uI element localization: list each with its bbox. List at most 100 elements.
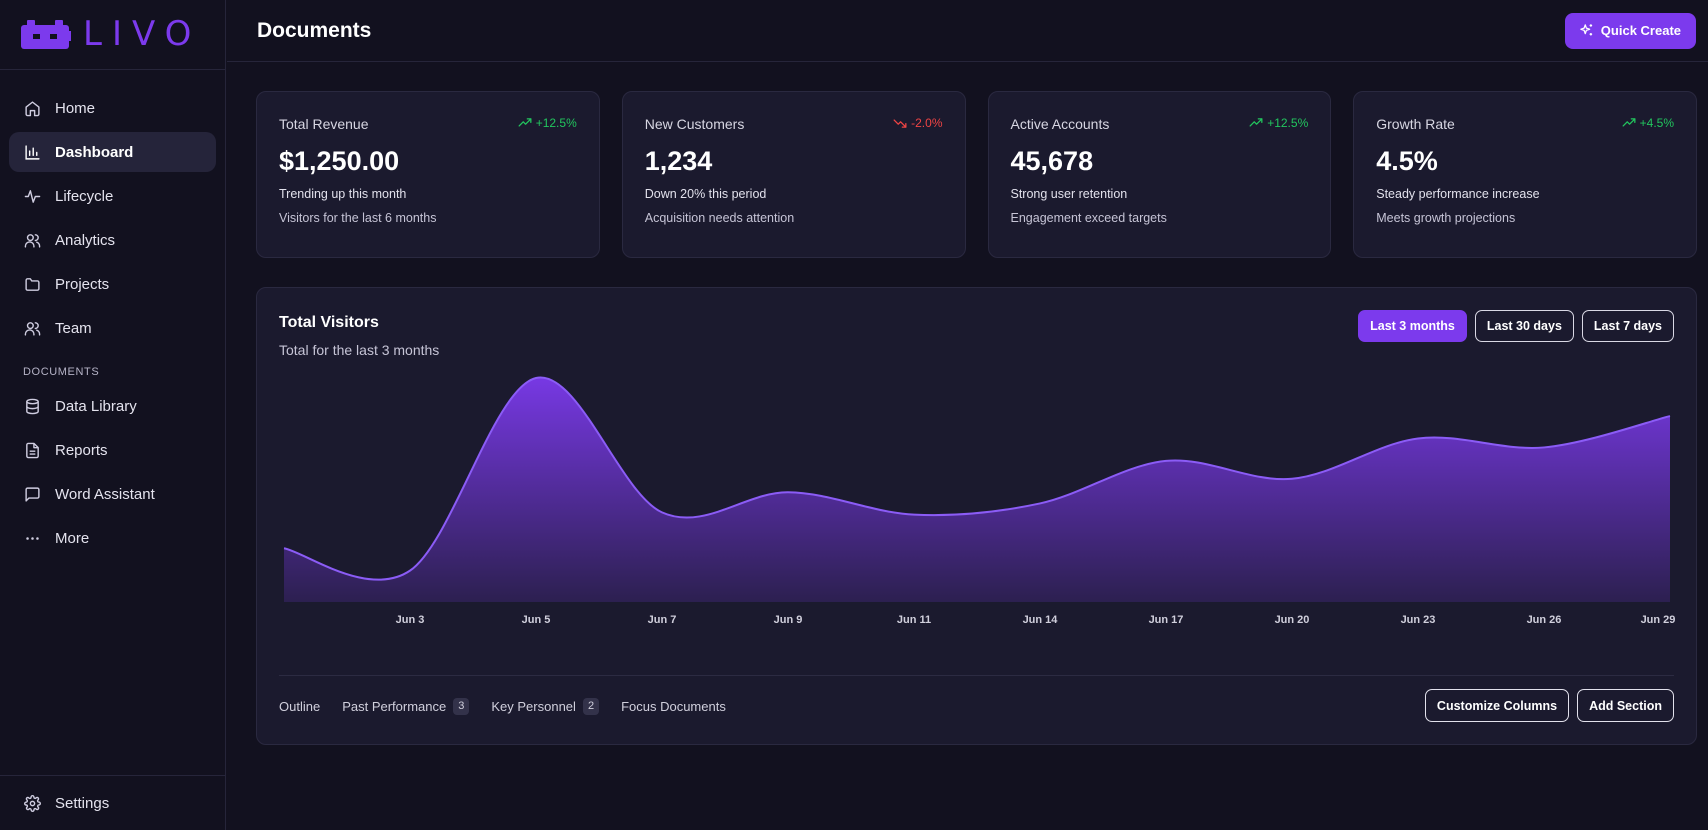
trend-badge: -2.0% — [893, 116, 943, 130]
tab-outline[interactable]: Outline — [279, 699, 320, 714]
chart-area-fill — [284, 377, 1670, 602]
x-tick-label: Jun 26 — [1527, 614, 1562, 626]
sidebar: LIVO Home Dashboard Lifecycle Analytics — [0, 0, 226, 830]
card-title: Active Accounts — [1010, 116, 1110, 132]
kpi-cards: Total Revenue +12.5% $1,250.00 Trending … — [256, 91, 1697, 258]
quick-create-button[interactable]: Quick Create — [1564, 12, 1696, 49]
chart-data-point[interactable] — [281, 545, 287, 551]
x-tick-label: Jun 11 — [897, 614, 931, 626]
quick-create-label: Quick Create — [1600, 23, 1681, 38]
x-tick-label: Jun 17 — [1149, 614, 1184, 626]
sidebar-item-projects[interactable]: Projects — [9, 264, 216, 304]
card-title: Total Revenue — [279, 116, 369, 132]
card-value: 1,234 — [644, 146, 713, 176]
chart-data-point[interactable] — [785, 489, 791, 495]
card-title: New Customers — [644, 116, 745, 132]
trending-up-icon — [1249, 118, 1263, 127]
users-icon — [23, 231, 41, 249]
trend-value: +12.5% — [1267, 116, 1309, 130]
sidebar-item-word-assistant[interactable]: Word Assistant — [9, 474, 216, 514]
sidebar-item-lifecycle[interactable]: Lifecycle — [9, 176, 216, 216]
activity-icon — [23, 187, 41, 205]
sidebar-item-label: Analytics — [55, 231, 116, 249]
tab-label: Past Performance — [342, 699, 447, 714]
sidebar-item-dashboard[interactable]: Dashboard — [9, 132, 216, 172]
message-icon — [23, 485, 41, 503]
card-subtitle: Trending up this month — [279, 187, 407, 201]
users-icon — [23, 319, 41, 337]
trend-badge: +12.5% — [1249, 116, 1308, 130]
chart-data-point[interactable] — [1289, 476, 1295, 482]
chart-data-point[interactable] — [1163, 458, 1169, 464]
tab-label: Key Personnel — [491, 699, 576, 714]
sidebar-item-label: Lifecycle — [55, 187, 114, 205]
sidebar-item-label: Data Library — [55, 397, 137, 415]
logo[interactable] — [0, 0, 225, 70]
chart-data-point[interactable] — [1037, 500, 1043, 506]
card-description: Meets growth projections — [1376, 211, 1516, 225]
count-badge: 3 — [453, 698, 470, 715]
card-value: 45,678 — [1010, 146, 1094, 176]
trending-up-icon — [1622, 118, 1636, 127]
chart-data-point[interactable] — [533, 375, 539, 381]
add-section-button[interactable]: Add Section — [1577, 689, 1674, 722]
count-badge: 2 — [582, 698, 600, 715]
card-title: Growth Rate — [1376, 116, 1455, 132]
range-toggle: Last 3 months Last 30 days Last 7 days — [1358, 310, 1674, 342]
card-subtitle: Down 20% this period — [644, 187, 767, 201]
sidebar-item-analytics[interactable]: Analytics — [9, 220, 216, 260]
card-description: Engagement exceed targets — [1010, 211, 1167, 225]
more-icon — [23, 529, 41, 547]
chart-data-point[interactable] — [911, 512, 917, 518]
sidebar-item-label: Word Assistant — [55, 485, 155, 503]
tab-label: Outline — [279, 699, 321, 714]
chart-data-point[interactable] — [1667, 413, 1673, 419]
tab-past-performance[interactable]: Past Performance 3 — [342, 698, 470, 715]
x-tick-label: Jun 9 — [774, 614, 803, 626]
tab-label: Focus Documents — [621, 699, 726, 714]
file-icon — [23, 441, 41, 459]
tab-focus-documents[interactable]: Focus Documents — [621, 699, 726, 714]
sidebar-item-settings[interactable]: Settings — [9, 783, 216, 823]
chart-series-line — [283, 376, 1671, 581]
gear-icon — [23, 794, 41, 812]
logo-text: LIVO — [83, 14, 202, 54]
panel-actions: Customize Columns Add Section — [1424, 689, 1674, 722]
x-tick-label: Jun 5 — [522, 614, 551, 626]
x-tick-label: Jun 20 — [1275, 614, 1310, 626]
chart-data-point[interactable] — [407, 568, 413, 574]
tab-key-personnel[interactable]: Key Personnel 2 — [491, 698, 600, 715]
chart-data-point[interactable] — [659, 509, 665, 515]
x-tick-label: Jun 29 — [1641, 614, 1676, 626]
sidebar-item-team[interactable]: Team — [9, 308, 216, 348]
trend-badge: +12.5% — [518, 116, 577, 130]
trending-down-icon — [893, 119, 907, 128]
sidebar-item-label: Projects — [55, 275, 110, 293]
chart-data-point[interactable] — [1541, 444, 1547, 450]
chart-subtitle: Total for the last 3 months — [279, 342, 440, 358]
range-last-7-days-button[interactable]: Last 7 days — [1581, 310, 1674, 342]
sidebar-item-label: More — [55, 529, 90, 547]
trending-up-icon — [518, 118, 532, 127]
sidebar-item-home[interactable]: Home — [9, 88, 216, 128]
range-last-30-days-button[interactable]: Last 30 days — [1474, 310, 1574, 342]
sparkles-icon — [1579, 23, 1594, 38]
home-icon — [23, 99, 41, 117]
card-description: Visitors for the last 6 months — [279, 211, 437, 225]
chart-data-point[interactable] — [1415, 435, 1421, 441]
visitors-area-chart[interactable]: Jun 3 Jun 5 Jun 7 Jun 9 Jun 11 Jun 14 Jun 17 Ju… — [257, 358, 1698, 658]
sidebar-item-label: Dashboard — [55, 143, 134, 161]
customize-columns-button[interactable]: Customize Columns — [1424, 689, 1570, 722]
sidebar-section-heading: DOCUMENTS — [23, 366, 100, 378]
kpi-card-active-accounts: Active Accounts +12.5% 45,678 Strong use… — [987, 91, 1332, 258]
trend-badge: +4.5% — [1622, 116, 1674, 130]
x-tick-label: Jun 7 — [648, 614, 677, 626]
top-bar: Documents Quick Create — [227, 0, 1708, 62]
range-last-3-months-button[interactable]: Last 3 months — [1358, 310, 1467, 342]
sidebar-item-reports[interactable]: Reports — [9, 430, 216, 470]
trend-value: +4.5% — [1639, 116, 1674, 130]
trend-value: +12.5% — [535, 116, 577, 130]
sidebar-item-more[interactable]: More — [9, 518, 216, 558]
sidebar-item-data-library[interactable]: Data Library — [9, 386, 216, 426]
x-tick-label: Jun 23 — [1401, 614, 1436, 626]
